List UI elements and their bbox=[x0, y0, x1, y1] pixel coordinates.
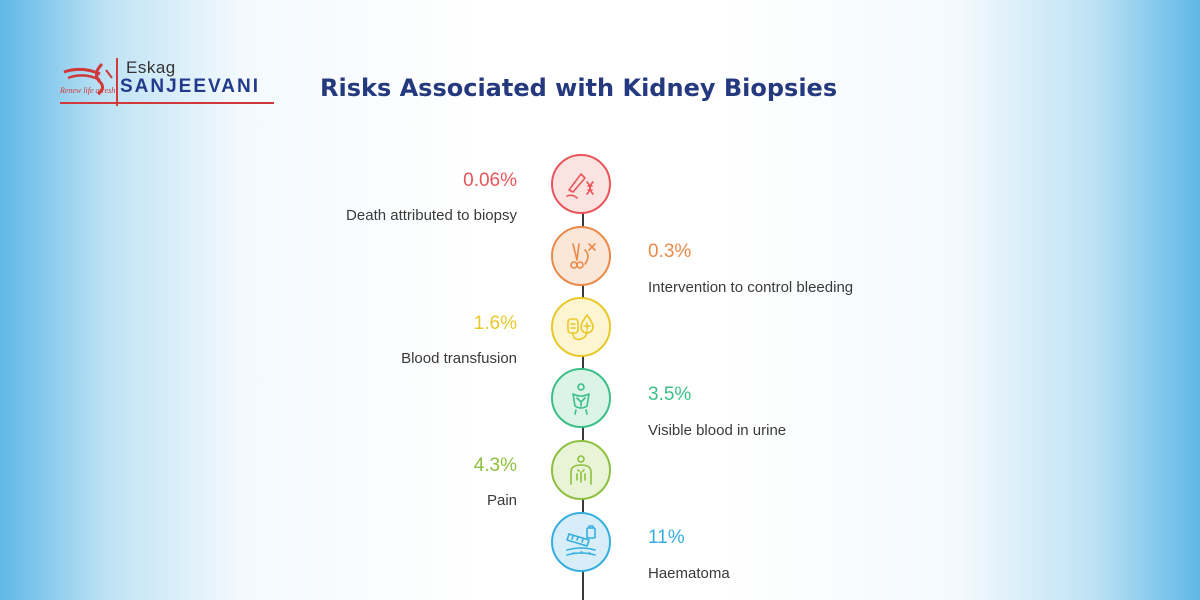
logo-divider bbox=[116, 58, 118, 106]
risk-node-haematoma bbox=[551, 512, 611, 572]
page-title: Risks Associated with Kidney Biopsies bbox=[320, 74, 838, 102]
risk-node-transfusion bbox=[551, 297, 611, 357]
risk-percent-intervention: 0.3% bbox=[648, 241, 692, 262]
person-bladder-icon bbox=[572, 383, 590, 415]
risk-label-death: Death attributed to biopsy bbox=[346, 207, 517, 224]
risk-label-pain: Pain bbox=[486, 492, 517, 509]
risk-percent-haematoma: 11% bbox=[648, 527, 685, 548]
logo-underline bbox=[60, 102, 274, 104]
risk-node-death bbox=[551, 154, 611, 214]
risk-node-intervention bbox=[551, 226, 611, 286]
risk-label-intervention: Intervention to control bleeding bbox=[648, 279, 854, 296]
risk-label-blood-urine: Visible blood in urine bbox=[648, 422, 787, 439]
risk-node-pain bbox=[551, 440, 611, 500]
logo-sanjeevani-text: SANJEEVANI bbox=[120, 76, 261, 97]
risk-label-haematoma: Haematoma bbox=[648, 565, 730, 582]
logo: Eskag SANJEEVANI Renew life afresh bbox=[60, 58, 280, 110]
logo-tagline: Renew life afresh bbox=[60, 86, 116, 95]
forceps-icon bbox=[570, 243, 596, 269]
risk-percent-pain: 4.3% bbox=[473, 455, 517, 476]
iv-bag-icon bbox=[567, 314, 594, 341]
risk-percent-transfusion: 1.6% bbox=[473, 313, 517, 334]
risk-percent-death: 0.06% bbox=[463, 170, 517, 191]
logo-eskag-text: Eskag bbox=[126, 58, 176, 77]
risk-label-transfusion: Blood transfusion bbox=[401, 350, 517, 367]
injection-skin-icon bbox=[566, 525, 596, 556]
risk-node-blood-urine bbox=[551, 368, 611, 428]
person-pain-icon bbox=[570, 455, 592, 485]
scalpel-dna-icon bbox=[566, 173, 594, 199]
risk-percent-blood-urine: 3.5% bbox=[648, 384, 692, 405]
logo-swoosh-icon bbox=[63, 62, 113, 96]
